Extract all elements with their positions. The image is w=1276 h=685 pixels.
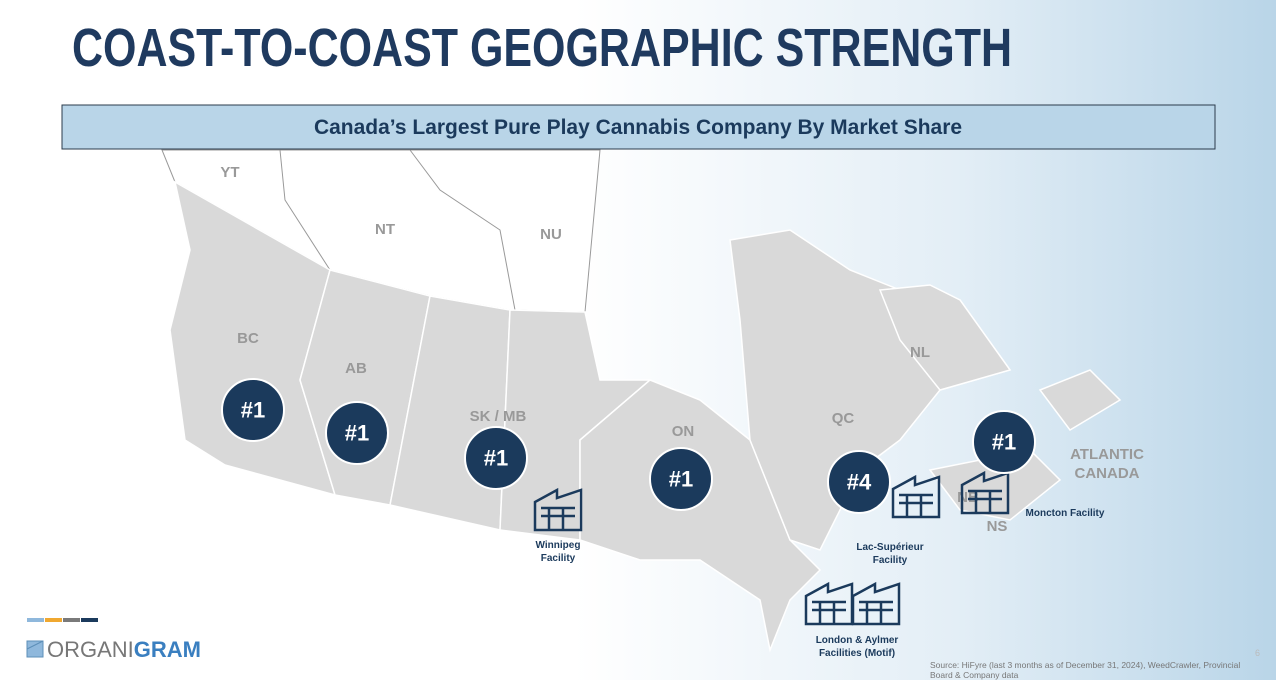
logo-text: ORGANIGRAM [47, 637, 201, 662]
logo-part: GRAM [134, 637, 201, 662]
ranking-label: #1 [669, 467, 693, 492]
facility-icon [533, 487, 583, 532]
region-label: CANADA [1075, 465, 1140, 482]
facility-icon [891, 474, 941, 519]
ranking-badge [221, 378, 285, 442]
region-label: NL [910, 344, 930, 361]
facility-icon [851, 581, 901, 626]
ranking-badge [972, 410, 1036, 474]
facility-label: Facility [873, 555, 908, 566]
region-label: SK / MB [470, 408, 527, 425]
region-label: ATLANTIC [1070, 446, 1144, 463]
title: COAST-TO-COAST GEOGRAPHIC STRENGTH [72, 18, 1012, 78]
region-label: NU [540, 226, 562, 243]
subtitle-box [61, 104, 1216, 150]
ranking-badge [649, 447, 713, 511]
map-shapes [161, 149, 1122, 653]
source-note: Source: HiFyre (last 3 months as of Dece… [930, 660, 1240, 670]
logo-mark [26, 640, 44, 658]
ranking-label: #1 [484, 446, 508, 471]
region-label: BC [237, 330, 259, 347]
region-label: ON [672, 423, 695, 440]
region-label: AB [345, 360, 367, 377]
ranking-label: #1 [992, 430, 1016, 455]
source-note: Board & Company data [930, 670, 1019, 680]
logo-bar [81, 618, 98, 622]
ranking-label: #4 [847, 470, 872, 495]
facility-icon [804, 581, 854, 626]
facility-label: Winnipeg [536, 540, 581, 551]
logo-bar [45, 618, 62, 622]
page-number: 6 [1255, 648, 1260, 658]
region-label: NT [375, 221, 395, 238]
facility-label: Facility [541, 553, 576, 564]
region-label: NS [987, 518, 1008, 535]
ranking-badge [325, 401, 389, 465]
logo-part: ORGANI [47, 637, 134, 662]
facility-label: Facilities (Motif) [819, 648, 895, 659]
logo-bar [63, 618, 80, 622]
subtitle: Canada’s Largest Pure Play Cannabis Comp… [314, 116, 962, 139]
ranking-badge [827, 450, 891, 514]
ranking-label: #1 [241, 398, 265, 423]
ranking-label: #1 [345, 421, 369, 446]
facility-label: London & Aylmer [816, 635, 899, 646]
facility-label: Moncton Facility [1026, 508, 1105, 519]
facility-label: Lac-Supérieur [856, 542, 923, 553]
region-label: QC [832, 410, 855, 427]
logo-bar [27, 618, 44, 622]
facility-icon [960, 470, 1010, 515]
ranking-badge [464, 426, 528, 490]
region-label: YT [220, 164, 239, 181]
